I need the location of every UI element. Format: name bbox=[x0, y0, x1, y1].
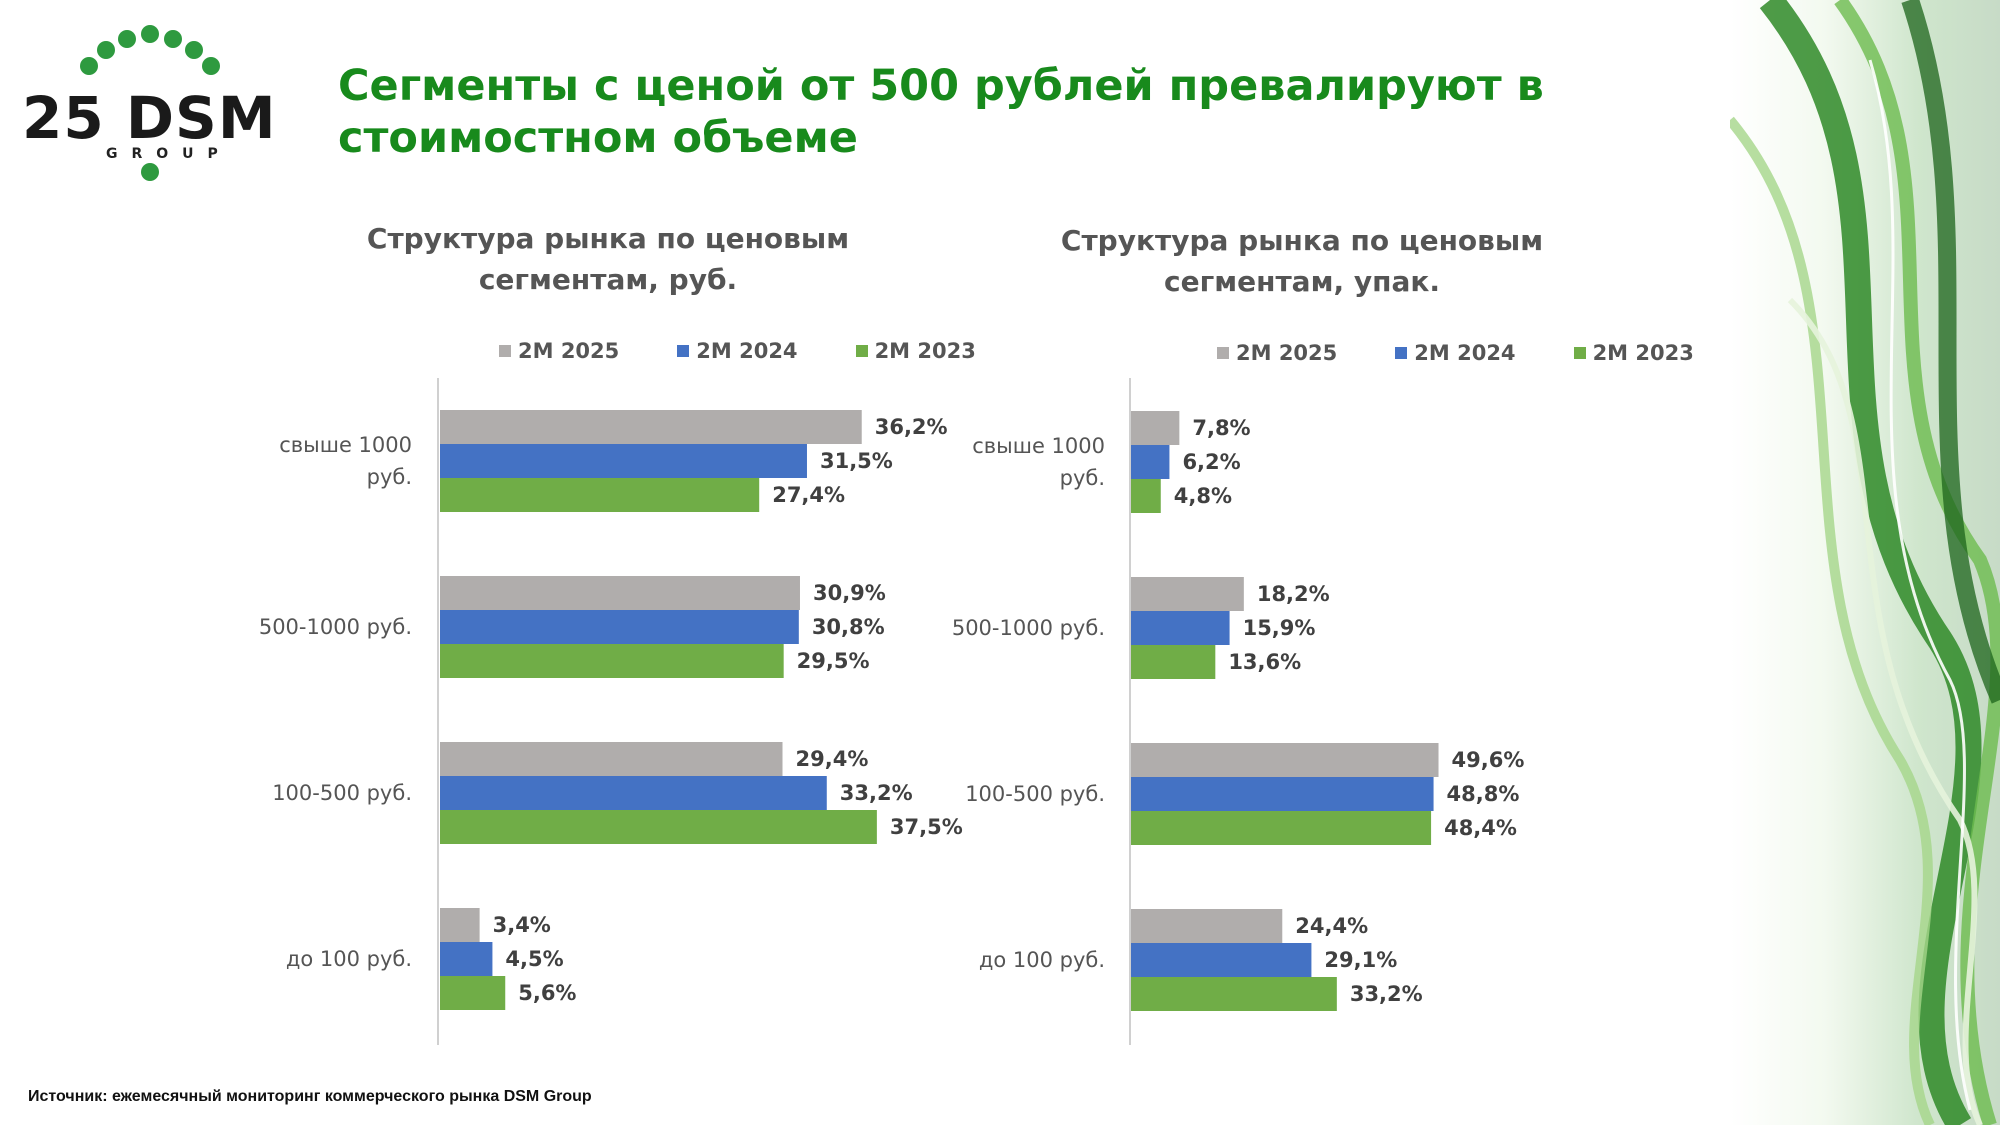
category-label-line: до 100 руб. bbox=[979, 948, 1105, 972]
category-label: 500-1000 руб. bbox=[952, 616, 1105, 640]
legend-label: 2M 2025 bbox=[1236, 341, 1338, 365]
legend-item-2025: 2M 2025 bbox=[499, 339, 619, 363]
data-label: 29,1% bbox=[1324, 948, 1397, 972]
bar-2m-2025 bbox=[440, 576, 800, 610]
bar-2m-2023 bbox=[1131, 479, 1161, 513]
bar-2m-2023 bbox=[440, 976, 506, 1010]
green-wave-decoration bbox=[1730, 0, 2000, 1125]
bar-2m-2024 bbox=[1131, 943, 1312, 977]
data-label: 13,6% bbox=[1228, 650, 1301, 674]
logo-dots-icon bbox=[80, 25, 220, 181]
bar-2m-2025 bbox=[1131, 909, 1283, 943]
data-label: 49,6% bbox=[1452, 748, 1525, 772]
bar-2m-2023 bbox=[440, 810, 877, 844]
data-label: 37,5% bbox=[890, 815, 963, 839]
legend-label: 2M 2024 bbox=[1414, 341, 1516, 365]
data-label: 6,2% bbox=[1182, 450, 1240, 474]
bar-2m-2024 bbox=[440, 610, 799, 644]
legend-swatch bbox=[1217, 347, 1229, 359]
chart-title-pack: Структура рынка по ценовым сегментам, уп… bbox=[1060, 224, 1544, 298]
legend-label: 2M 2025 bbox=[518, 339, 620, 363]
legend-label: 2M 2023 bbox=[1592, 341, 1694, 365]
legend-item-2023: 2M 2023 bbox=[1573, 341, 1694, 365]
bar-2m-2025 bbox=[440, 410, 862, 444]
legend-swatch bbox=[499, 345, 511, 357]
category-label-line: 500-1000 руб. bbox=[952, 616, 1105, 640]
category-label: до 100 руб. bbox=[286, 947, 412, 971]
category-label: 100-500 руб. bbox=[965, 782, 1105, 806]
category-label: 100-500 руб. bbox=[272, 781, 412, 805]
category-label-line: 100-500 руб. bbox=[272, 781, 412, 805]
data-label: 15,9% bbox=[1243, 616, 1316, 640]
bar-2m-2024 bbox=[1131, 445, 1170, 479]
data-label: 48,8% bbox=[1447, 782, 1520, 806]
category-label: 500-1000 руб. bbox=[259, 615, 412, 639]
data-label: 30,9% bbox=[813, 581, 886, 605]
legend-swatch bbox=[1395, 347, 1408, 359]
data-label: 4,5% bbox=[505, 947, 563, 971]
chart-title-rub: Структура рынка по ценовым сегментам, ру… bbox=[366, 222, 850, 296]
data-label: 29,4% bbox=[796, 747, 869, 771]
bar-2m-2023 bbox=[440, 644, 784, 678]
legend-item-2024: 2M 2024 bbox=[1395, 341, 1516, 365]
data-label: 33,2% bbox=[840, 781, 913, 805]
bar-2m-2025 bbox=[1131, 743, 1439, 777]
logo-number: 25 DSM bbox=[22, 84, 277, 152]
dsm-group-logo: 25 DSM GROUP bbox=[14, 6, 276, 191]
data-label: 24,4% bbox=[1295, 914, 1368, 938]
data-label: 31,5% bbox=[820, 449, 893, 473]
category-label: до 100 руб. bbox=[979, 948, 1105, 972]
legend-item-2024: 2M 2024 bbox=[677, 339, 798, 363]
bar-2m-2024 bbox=[1131, 611, 1230, 645]
bar-2m-2024 bbox=[440, 776, 827, 810]
category-label: свыше 1000 руб. bbox=[279, 433, 412, 489]
legend-pack: 2M 2025 2M 2024 2M 2023 bbox=[1217, 341, 1694, 365]
bar-2m-2024 bbox=[440, 444, 807, 478]
legend-rub: 2M 2025 2M 2024 2M 2023 bbox=[499, 339, 976, 363]
legend-swatch bbox=[855, 345, 868, 357]
bar-2m-2023 bbox=[440, 478, 760, 512]
page-title: Сегменты с ценой от 500 рублей превалиру… bbox=[338, 61, 1544, 163]
source-note: Источник: ежемесячный мониторинг коммерч… bbox=[28, 1088, 592, 1105]
data-label: 29,5% bbox=[797, 649, 870, 673]
data-label: 27,4% bbox=[772, 483, 845, 507]
legend-item-2023: 2M 2023 bbox=[855, 339, 976, 363]
bar-2m-2024 bbox=[1131, 777, 1434, 811]
bar-2m-2024 bbox=[440, 942, 493, 976]
bar-2m-2023 bbox=[1131, 811, 1432, 845]
category-label-line: 500-1000 руб. bbox=[259, 615, 412, 639]
data-label: 4,8% bbox=[1174, 484, 1232, 508]
data-label: 7,8% bbox=[1192, 416, 1250, 440]
bar-2m-2025 bbox=[440, 908, 480, 942]
data-label: 18,2% bbox=[1257, 582, 1330, 606]
bar-2m-2025 bbox=[1131, 411, 1180, 445]
data-label: 5,6% bbox=[518, 981, 576, 1005]
bar-2m-2025 bbox=[440, 742, 783, 776]
category-label-line: свыше 1000 bbox=[279, 433, 412, 457]
category-label-line: руб. bbox=[1060, 466, 1105, 490]
category-label-line: 100-500 руб. bbox=[965, 782, 1105, 806]
bar-2m-2025 bbox=[1131, 577, 1244, 611]
legend-swatch bbox=[677, 345, 690, 357]
category-label-line: свыше 1000 bbox=[972, 434, 1105, 458]
data-label: 36,2% bbox=[875, 415, 948, 439]
category-label-line: руб. bbox=[367, 465, 412, 489]
bar-2m-2023 bbox=[1131, 645, 1216, 679]
data-label: 30,8% bbox=[812, 615, 885, 639]
category-label-line: до 100 руб. bbox=[286, 947, 412, 971]
category-label: свыше 1000 руб. bbox=[972, 434, 1105, 490]
data-label: 48,4% bbox=[1444, 816, 1517, 840]
logo-group-text: GROUP bbox=[106, 146, 232, 162]
legend-label: 2M 2023 bbox=[874, 339, 976, 363]
legend-item-2025: 2M 2025 bbox=[1217, 341, 1337, 365]
data-label: 33,2% bbox=[1350, 982, 1423, 1006]
data-label: 3,4% bbox=[493, 913, 551, 937]
legend-swatch bbox=[1573, 347, 1586, 359]
bar-2m-2023 bbox=[1131, 977, 1337, 1011]
legend-label: 2M 2024 bbox=[696, 339, 798, 363]
